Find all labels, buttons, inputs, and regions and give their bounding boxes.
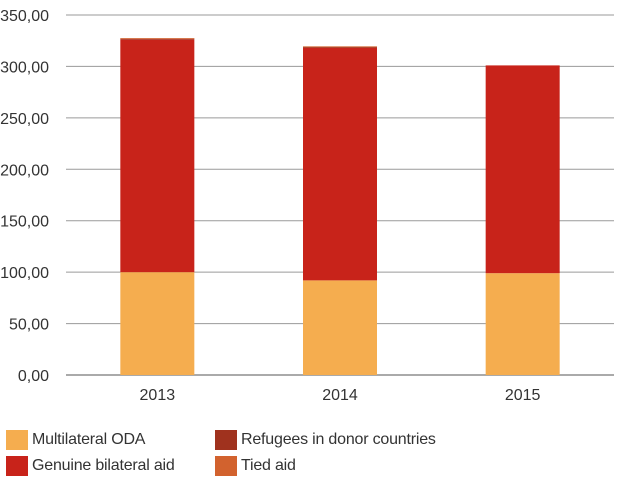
legend-item-refugees: Refugees in donor countries <box>215 429 436 451</box>
legend-item-tied-aid: Tied aid <box>215 455 296 477</box>
legend-label: Multilateral ODA <box>32 431 146 448</box>
legend-label: Refugees in donor countries <box>241 431 436 448</box>
bar-segment <box>485 65 560 274</box>
y-tick-label: 150,00 <box>0 214 49 231</box>
bar-segment <box>303 280 377 375</box>
bar-segment <box>303 46 377 48</box>
legend-label: Genuine bilateral aid <box>32 457 175 474</box>
legend-label: Tied aid <box>241 457 296 474</box>
stacked-bar-chart: 0,00 50,00 100,00 150,00 200,00 250,00 300,00 3… <box>0 8 614 404</box>
y-tick-label: 50,00 <box>9 317 49 334</box>
legend-swatch-refugees <box>215 430 237 450</box>
bar-segment <box>120 38 195 39</box>
y-tick-label: 350,00 <box>0 8 49 25</box>
y-tick-label: 300,00 <box>0 59 49 76</box>
bar-segment <box>485 273 560 375</box>
legend-swatch-multilateral-oda <box>6 430 28 450</box>
bar-segment <box>120 272 195 375</box>
chart-legend: Multilateral ODA Refugees in donor count… <box>6 428 616 477</box>
y-tick-label: 200,00 <box>0 162 49 179</box>
y-tick-label: 100,00 <box>0 265 49 282</box>
bar-segment <box>303 47 377 281</box>
x-tick-label: 2014 <box>322 387 358 404</box>
bar-segment <box>303 46 377 48</box>
x-tick-label: 2015 <box>505 387 541 404</box>
legend-item-multilateral-oda: Multilateral ODA <box>6 429 145 451</box>
x-tick-label: 2013 <box>140 387 176 404</box>
legend-item-genuine-bilateral-aid: Genuine bilateral aid <box>6 455 175 477</box>
y-tick-label: 0,00 <box>18 368 49 385</box>
legend-swatch-tied-aid <box>215 456 237 476</box>
bar-segment <box>120 39 195 273</box>
bar-segment <box>120 38 195 40</box>
y-tick-label: 250,00 <box>0 111 49 128</box>
legend-swatch-genuine-bilateral-aid <box>6 456 28 476</box>
